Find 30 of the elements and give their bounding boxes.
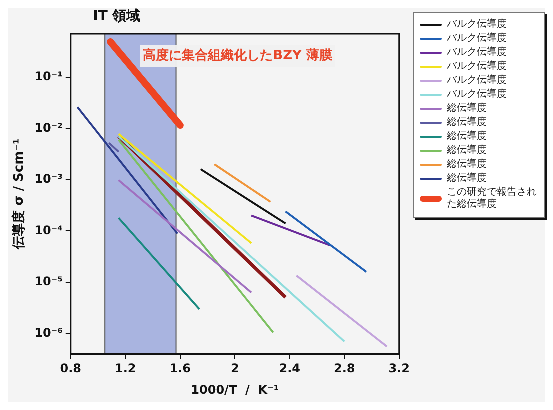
- legend-label: 総伝導度: [447, 131, 487, 143]
- x-tick-label: 1.6: [170, 362, 192, 376]
- legend-label: この研究で報告された総伝導度: [447, 187, 538, 211]
- x-axis-title: 1000/T / K⁻¹: [191, 382, 280, 397]
- x-tick-label: 0.8: [60, 362, 82, 376]
- x-tick-label: 3.2: [388, 362, 410, 376]
- legend-label: バルク伝導度: [447, 33, 507, 45]
- y-tick-label: 10⁻²: [34, 120, 63, 135]
- legend-label: 総伝導度: [447, 117, 487, 129]
- x-tick-label: 2.8: [334, 362, 356, 376]
- x-tick-label: 1.2: [115, 362, 136, 376]
- legend-label: 総伝導度: [447, 145, 487, 157]
- y-tick-label: 10⁻⁴: [34, 223, 63, 238]
- legend-label: バルク伝導度: [447, 19, 507, 31]
- x-tick-label: 2.4: [279, 362, 301, 376]
- legend-label: 総伝導度: [447, 159, 487, 171]
- legend-label: 総伝導度: [447, 173, 487, 185]
- annotation: 高度に集合組織化したBZY 薄膜: [143, 47, 332, 64]
- y-tick-label: 10⁻¹: [34, 69, 63, 84]
- legend-label: バルク伝導度: [447, 61, 507, 73]
- legend-label: バルク伝導度: [447, 47, 507, 59]
- x-tick-label: 2: [230, 362, 240, 376]
- legend-label: バルク伝導度: [447, 89, 507, 101]
- band-label: IT 領域: [93, 8, 141, 25]
- y-tick-label: 10⁻⁵: [34, 274, 63, 289]
- y-axis-title: 伝導度 σ / Scm⁻¹: [11, 138, 28, 250]
- y-tick-label: 10⁻³: [34, 172, 63, 186]
- y-tick-label: 10⁻⁶: [34, 326, 63, 340]
- legend-label: バルク伝導度: [447, 75, 507, 87]
- legend-label: 総伝導度: [447, 103, 487, 115]
